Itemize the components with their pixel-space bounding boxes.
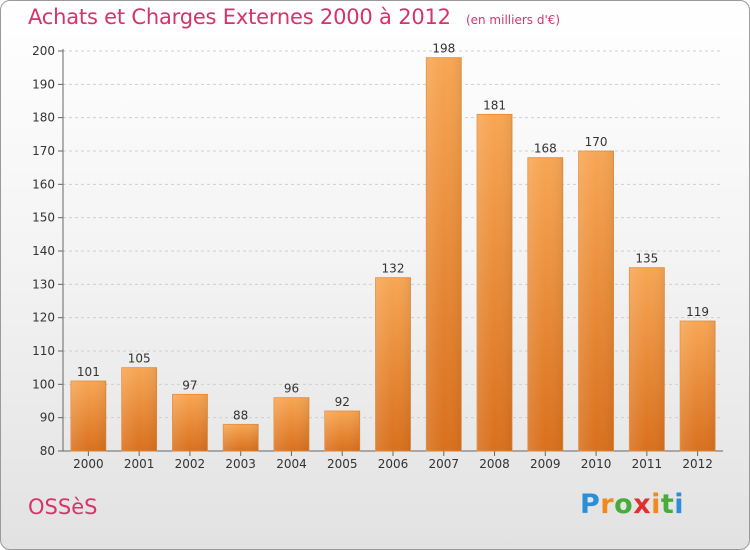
x-tick-label: 2011 [632, 457, 663, 471]
y-tick-label: 130 [32, 277, 55, 291]
labels: 80 90 100 110 120 130 140 150 160 170 180 190 200 101… [32, 42, 713, 471]
logo-letter: t [660, 489, 675, 520]
y-tick-label: 90 [40, 411, 55, 425]
x-tick-label: 2008 [479, 457, 510, 471]
x-tick-label: 2003 [225, 457, 256, 471]
y-tick-label: 80 [40, 444, 55, 458]
logo-letter: x [633, 489, 652, 520]
y-tick-label: 200 [32, 44, 55, 58]
y-tick-label: 150 [32, 211, 55, 225]
x-tick-label: 2000 [73, 457, 104, 471]
x-tick-label: 2006 [378, 457, 409, 471]
bar-sheen [121, 367, 157, 451]
y-tick-label: 100 [32, 377, 55, 391]
x-tick-label: 2001 [124, 457, 155, 471]
data-label: 101 [77, 365, 100, 379]
x-tick-label: 2009 [530, 457, 561, 471]
bar-sheen [527, 157, 563, 451]
data-label: 170 [585, 135, 608, 149]
bar-sheen [680, 321, 716, 451]
x-tick-label: 2002 [175, 457, 206, 471]
bar-sheen [223, 424, 259, 451]
data-label: 105 [128, 352, 151, 366]
bar-sheen [273, 397, 309, 451]
logo-letter: r [600, 489, 615, 520]
commune-name: OSSèS [28, 495, 98, 519]
bars [70, 57, 716, 452]
x-tick-label: 2004 [276, 457, 307, 471]
logo-letter: o [614, 489, 634, 520]
data-label: 181 [483, 98, 506, 112]
bar-sheen [172, 394, 208, 451]
y-tick-label: 160 [32, 177, 55, 191]
proxiti-logo: Proxiti [580, 489, 684, 520]
chart-subtitle: (en milliers d'€) [465, 13, 561, 27]
data-label: 96 [284, 382, 299, 396]
bar-sheen [375, 277, 411, 451]
data-label: 92 [335, 395, 350, 409]
bar-sheen [426, 57, 462, 452]
x-tick-label: 2007 [428, 457, 459, 471]
bar-sheen [324, 411, 360, 451]
bar-sheen [578, 151, 614, 451]
bar-sheen [629, 267, 665, 451]
x-tick-label: 2012 [682, 457, 713, 471]
data-label: 97 [182, 378, 197, 392]
y-tick-label: 140 [32, 244, 55, 258]
logo-letter: i [651, 489, 661, 520]
y-tick-label: 180 [32, 111, 55, 125]
logo-letter: i [674, 489, 685, 520]
y-tick-label: 190 [32, 77, 55, 91]
y-tick-label: 170 [32, 144, 55, 158]
logo-letter: P [580, 489, 601, 520]
data-label: 119 [686, 305, 709, 319]
chart-header: Achats et Charges Externes 2000 à 2012 (… [28, 5, 560, 29]
y-tick-label: 110 [32, 344, 55, 358]
data-label: 168 [534, 142, 557, 156]
y-tick-label: 120 [32, 311, 55, 325]
data-label: 132 [382, 262, 405, 276]
bar-sheen [477, 114, 513, 451]
data-label: 135 [635, 252, 658, 266]
x-tick-label: 2005 [327, 457, 358, 471]
chart-title: Achats et Charges Externes 2000 à 2012 [28, 5, 451, 29]
x-tick-label: 2010 [581, 457, 612, 471]
data-label: 88 [233, 408, 248, 422]
bar-sheen [70, 381, 106, 451]
data-label: 198 [432, 42, 455, 56]
